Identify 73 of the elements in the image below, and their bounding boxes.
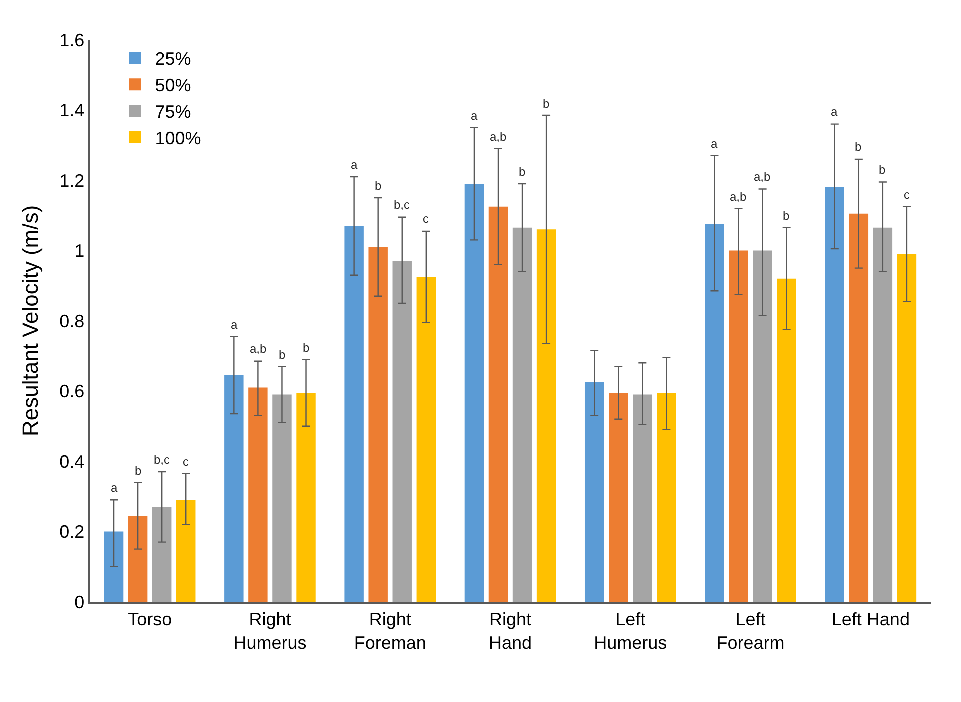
x-tick-label: Right Hand [488, 609, 532, 653]
annotation: a [831, 105, 838, 119]
annotation: a,b [730, 190, 748, 204]
x-tick-label: Right Foreman [354, 609, 426, 653]
x-tick-label: Right Humerus [234, 609, 307, 653]
bar [777, 278, 796, 602]
y-tick-label: 0.6 [60, 382, 85, 402]
annotation: b [279, 348, 286, 362]
x-tick-label: Left Hand [832, 609, 910, 630]
annotation: b [879, 163, 886, 177]
y-tick-label: 1.6 [60, 30, 85, 50]
annotation: c [423, 212, 429, 226]
annotation: b,c [394, 198, 410, 212]
bar [224, 375, 244, 602]
bar [128, 516, 148, 602]
y-tick-label: 1 [74, 241, 85, 262]
annotation: b [135, 464, 142, 478]
x-tick-label: Left Forearm [716, 609, 785, 653]
bar [657, 393, 676, 602]
legend-label: 100% [155, 128, 202, 148]
annotation: a [711, 137, 718, 151]
bar [488, 206, 508, 602]
y-tick-label: 1.4 [60, 100, 85, 121]
annotation: b [519, 165, 526, 179]
legend-label: 75% [155, 102, 192, 122]
bar [344, 226, 364, 602]
bar [416, 277, 436, 602]
bar [849, 214, 869, 602]
bar [272, 394, 292, 602]
y-tick-label: 0.4 [60, 452, 85, 472]
bar [104, 532, 124, 602]
annotation: a,b [250, 342, 268, 356]
bar [873, 228, 893, 602]
annotation: b [375, 179, 382, 193]
bar [536, 230, 556, 602]
annotation: b [783, 209, 790, 223]
annotation: a [111, 481, 118, 495]
annotation: c [904, 188, 910, 202]
y-tick-label: 0.8 [60, 311, 85, 332]
y-axis-title: Resultant Velocity (m/s) [18, 205, 43, 437]
bar [176, 500, 196, 602]
annotation: b [303, 341, 310, 355]
y-tick-label: 0 [74, 592, 85, 612]
bar [753, 250, 772, 602]
annotation: b,c [154, 453, 170, 467]
bar [584, 382, 604, 602]
bar [825, 188, 844, 602]
x-tick-label: Left Humerus [594, 609, 668, 653]
y-tick-label: 1.2 [60, 170, 85, 191]
y-tick-label: 0.2 [60, 522, 85, 542]
bar [705, 224, 724, 602]
annotation: a,b [490, 130, 508, 144]
bar [897, 254, 917, 602]
bar [368, 247, 388, 602]
bar [512, 228, 532, 602]
bar [633, 394, 652, 602]
bar [296, 393, 316, 602]
annotation: a [231, 318, 238, 332]
legend-label: 50% [155, 76, 192, 96]
bar [729, 250, 748, 602]
annotation: b [855, 140, 862, 154]
bar [248, 388, 268, 602]
annotation: a [471, 109, 478, 123]
annotation: a,b [754, 170, 772, 184]
annotation: c [183, 455, 189, 469]
annotation: a [351, 158, 358, 172]
x-tick-label: Torso [128, 609, 172, 630]
bar [464, 184, 484, 602]
bar [392, 261, 412, 602]
bar [152, 507, 172, 602]
annotation: b [543, 97, 550, 111]
legend-label: 25% [155, 49, 192, 70]
bar [609, 393, 628, 602]
